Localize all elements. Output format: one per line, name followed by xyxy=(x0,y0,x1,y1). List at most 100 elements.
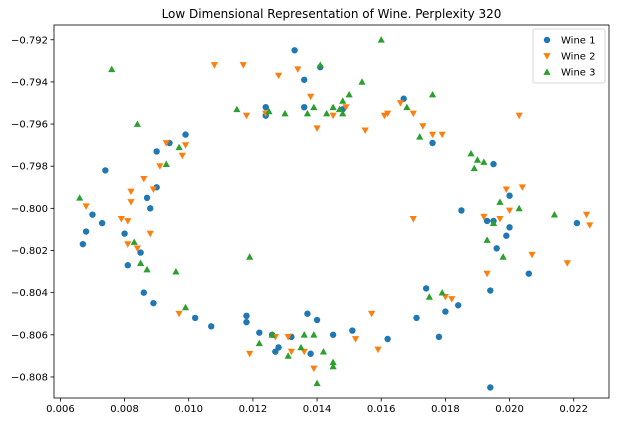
data-point xyxy=(573,219,581,227)
data-point xyxy=(182,131,189,138)
series-3 xyxy=(76,36,559,387)
y-axis: −0.808 −0.806 −0.804 −0.802 −0.800 −0.798 −0.7… xyxy=(11,35,54,383)
data-point xyxy=(368,310,376,318)
data-point xyxy=(425,293,433,300)
data-point xyxy=(82,228,90,235)
y-tick-label: −0.798 xyxy=(11,162,48,173)
data-point xyxy=(181,303,190,311)
data-point xyxy=(313,316,321,324)
data-point xyxy=(147,205,154,212)
data-point xyxy=(329,331,337,338)
data-point xyxy=(329,103,337,111)
data-point xyxy=(563,260,571,267)
data-point xyxy=(409,110,417,118)
data-point xyxy=(304,310,311,317)
x-tick-label: 0.010 xyxy=(174,404,203,415)
data-point xyxy=(506,192,513,199)
data-point xyxy=(76,194,84,201)
data-point xyxy=(301,76,308,83)
legend-label: Wine 2 xyxy=(561,52,595,63)
data-point xyxy=(342,104,350,111)
data-point xyxy=(345,90,353,98)
data-point xyxy=(441,293,449,301)
data-point xyxy=(117,215,125,223)
data-point xyxy=(310,365,318,373)
data-point xyxy=(98,219,106,227)
data-point xyxy=(265,107,273,115)
data-point xyxy=(503,232,510,239)
x-tick-label: 0.012 xyxy=(239,404,268,415)
y-tick-label: −0.794 xyxy=(11,77,48,88)
y-tick-label: −0.808 xyxy=(11,372,48,383)
y-tick-label: −0.796 xyxy=(11,120,48,131)
data-point xyxy=(429,139,436,147)
data-point xyxy=(262,103,269,111)
data-point xyxy=(162,140,170,147)
data-point xyxy=(274,72,283,80)
data-point xyxy=(191,314,199,322)
data-point xyxy=(502,186,510,193)
data-point xyxy=(284,352,292,359)
data-point xyxy=(413,314,420,322)
data-point xyxy=(339,97,347,104)
data-point xyxy=(175,143,183,151)
data-point xyxy=(137,259,145,267)
data-point xyxy=(140,175,148,183)
data-point xyxy=(349,327,356,334)
data-point xyxy=(506,224,513,231)
data-point xyxy=(496,215,504,223)
data-point xyxy=(162,160,170,167)
data-point xyxy=(294,66,302,73)
legend-marker xyxy=(543,68,551,75)
data-point xyxy=(210,62,219,69)
data-point xyxy=(79,240,87,248)
data-point xyxy=(422,285,430,292)
data-point xyxy=(153,148,160,155)
data-point xyxy=(329,112,337,120)
data-point xyxy=(140,289,148,296)
data-point xyxy=(329,362,337,370)
data-point xyxy=(124,262,131,269)
data-points xyxy=(76,36,594,391)
data-point xyxy=(329,358,337,366)
data-point xyxy=(470,164,478,172)
data-point xyxy=(435,333,443,341)
data-point xyxy=(319,348,328,355)
data-point xyxy=(428,90,437,98)
data-point xyxy=(301,103,308,111)
plot-frame xyxy=(53,24,610,399)
x-tick-label: 0.022 xyxy=(559,404,588,415)
data-point xyxy=(133,245,142,252)
data-point xyxy=(487,384,494,391)
y-tick-label: −0.802 xyxy=(11,246,48,257)
data-point xyxy=(473,156,482,163)
x-tick-label: 0.016 xyxy=(367,404,396,415)
data-point xyxy=(377,36,385,43)
data-point xyxy=(246,253,254,260)
data-point xyxy=(489,219,498,226)
data-point xyxy=(483,217,491,225)
data-point xyxy=(313,379,321,387)
legend: Wine 1 Wine 2 Wine 3 xyxy=(532,28,606,84)
data-point xyxy=(339,109,347,117)
data-point xyxy=(175,310,183,318)
data-point xyxy=(291,47,298,54)
data-point xyxy=(374,346,382,354)
data-point xyxy=(438,289,446,296)
y-tick-label: −0.800 xyxy=(11,204,48,215)
data-point xyxy=(108,65,116,73)
x-tick-label: 0.008 xyxy=(110,404,139,415)
data-point xyxy=(146,230,154,238)
data-point xyxy=(480,158,488,165)
x-tick-label: 0.014 xyxy=(303,404,332,415)
data-point xyxy=(528,251,536,259)
data-point xyxy=(442,308,449,315)
data-point xyxy=(181,142,190,149)
data-point xyxy=(300,331,308,338)
data-point xyxy=(323,109,331,117)
y-tick-label: −0.804 xyxy=(11,288,48,299)
data-point xyxy=(233,105,241,113)
x-axis: 0.006 0.008 0.010 0.012 0.014 0.016 0.018 0.020… xyxy=(46,398,588,415)
data-point xyxy=(127,199,135,206)
data-point xyxy=(156,163,164,170)
